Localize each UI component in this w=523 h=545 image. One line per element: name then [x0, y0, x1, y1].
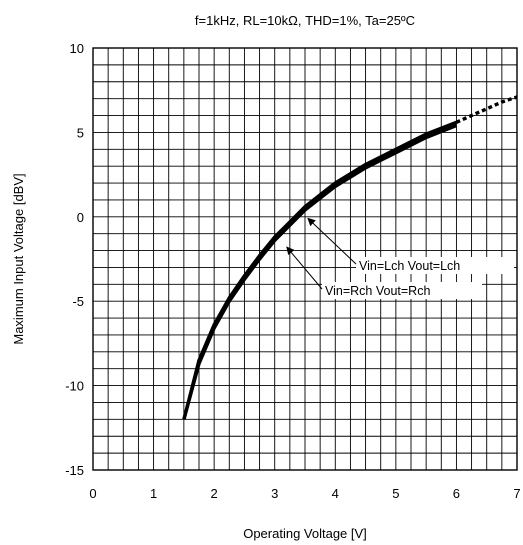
annotation-background	[356, 257, 514, 274]
x-tick-label: 1	[150, 486, 157, 501]
x-tick-label: 4	[332, 486, 339, 501]
x-axis-label: Operating Voltage [V]	[243, 526, 367, 541]
x-tick-label: 3	[271, 486, 278, 501]
annotation-label: Vin=Rch Vout=Rch	[325, 284, 430, 298]
y-tick-label: 5	[77, 125, 84, 140]
x-tick-label: 7	[513, 486, 520, 501]
x-tick-label: 2	[211, 486, 218, 501]
chart-curves	[182, 95, 518, 420]
x-tick-label: 6	[453, 486, 460, 501]
x-tick-label: 5	[392, 486, 399, 501]
annotation-label: Vin=Lch Vout=Lch	[359, 259, 460, 273]
annotation-arrow	[307, 217, 357, 265]
y-tick-label: -10	[65, 379, 84, 394]
y-tick-label: -15	[65, 463, 84, 478]
x-axis-tick-labels: 0 1 2 3 4 5 6 7	[89, 486, 520, 501]
plot-frame	[92, 47, 518, 471]
y-axis-label: Maximum Input Voltage [dBV]	[11, 173, 26, 344]
y-tick-label: 10	[70, 41, 84, 56]
y-tick-label: -5	[72, 294, 84, 309]
chart-title: f=1kHz, RL=10kΩ, THD=1%, Ta=25ºC	[195, 13, 415, 28]
annotation-background	[322, 282, 482, 299]
annotation-2: Vin=Rch Vout=Rch	[286, 246, 482, 299]
y-tick-label: 0	[77, 210, 84, 225]
annotation-1: Vin=Lch Vout=Lch	[307, 217, 514, 274]
x-tick-label: 0	[89, 486, 96, 501]
y-axis-tick-labels: -15 -10 -5 0 5 10	[65, 41, 84, 478]
annotation-arrow	[286, 246, 323, 290]
chart-annotations: Vin=Lch Vout=Lch Vin=Rch Vout=Rch	[286, 217, 514, 299]
series-line-vin-rch-vout-rch	[182, 124, 458, 420]
